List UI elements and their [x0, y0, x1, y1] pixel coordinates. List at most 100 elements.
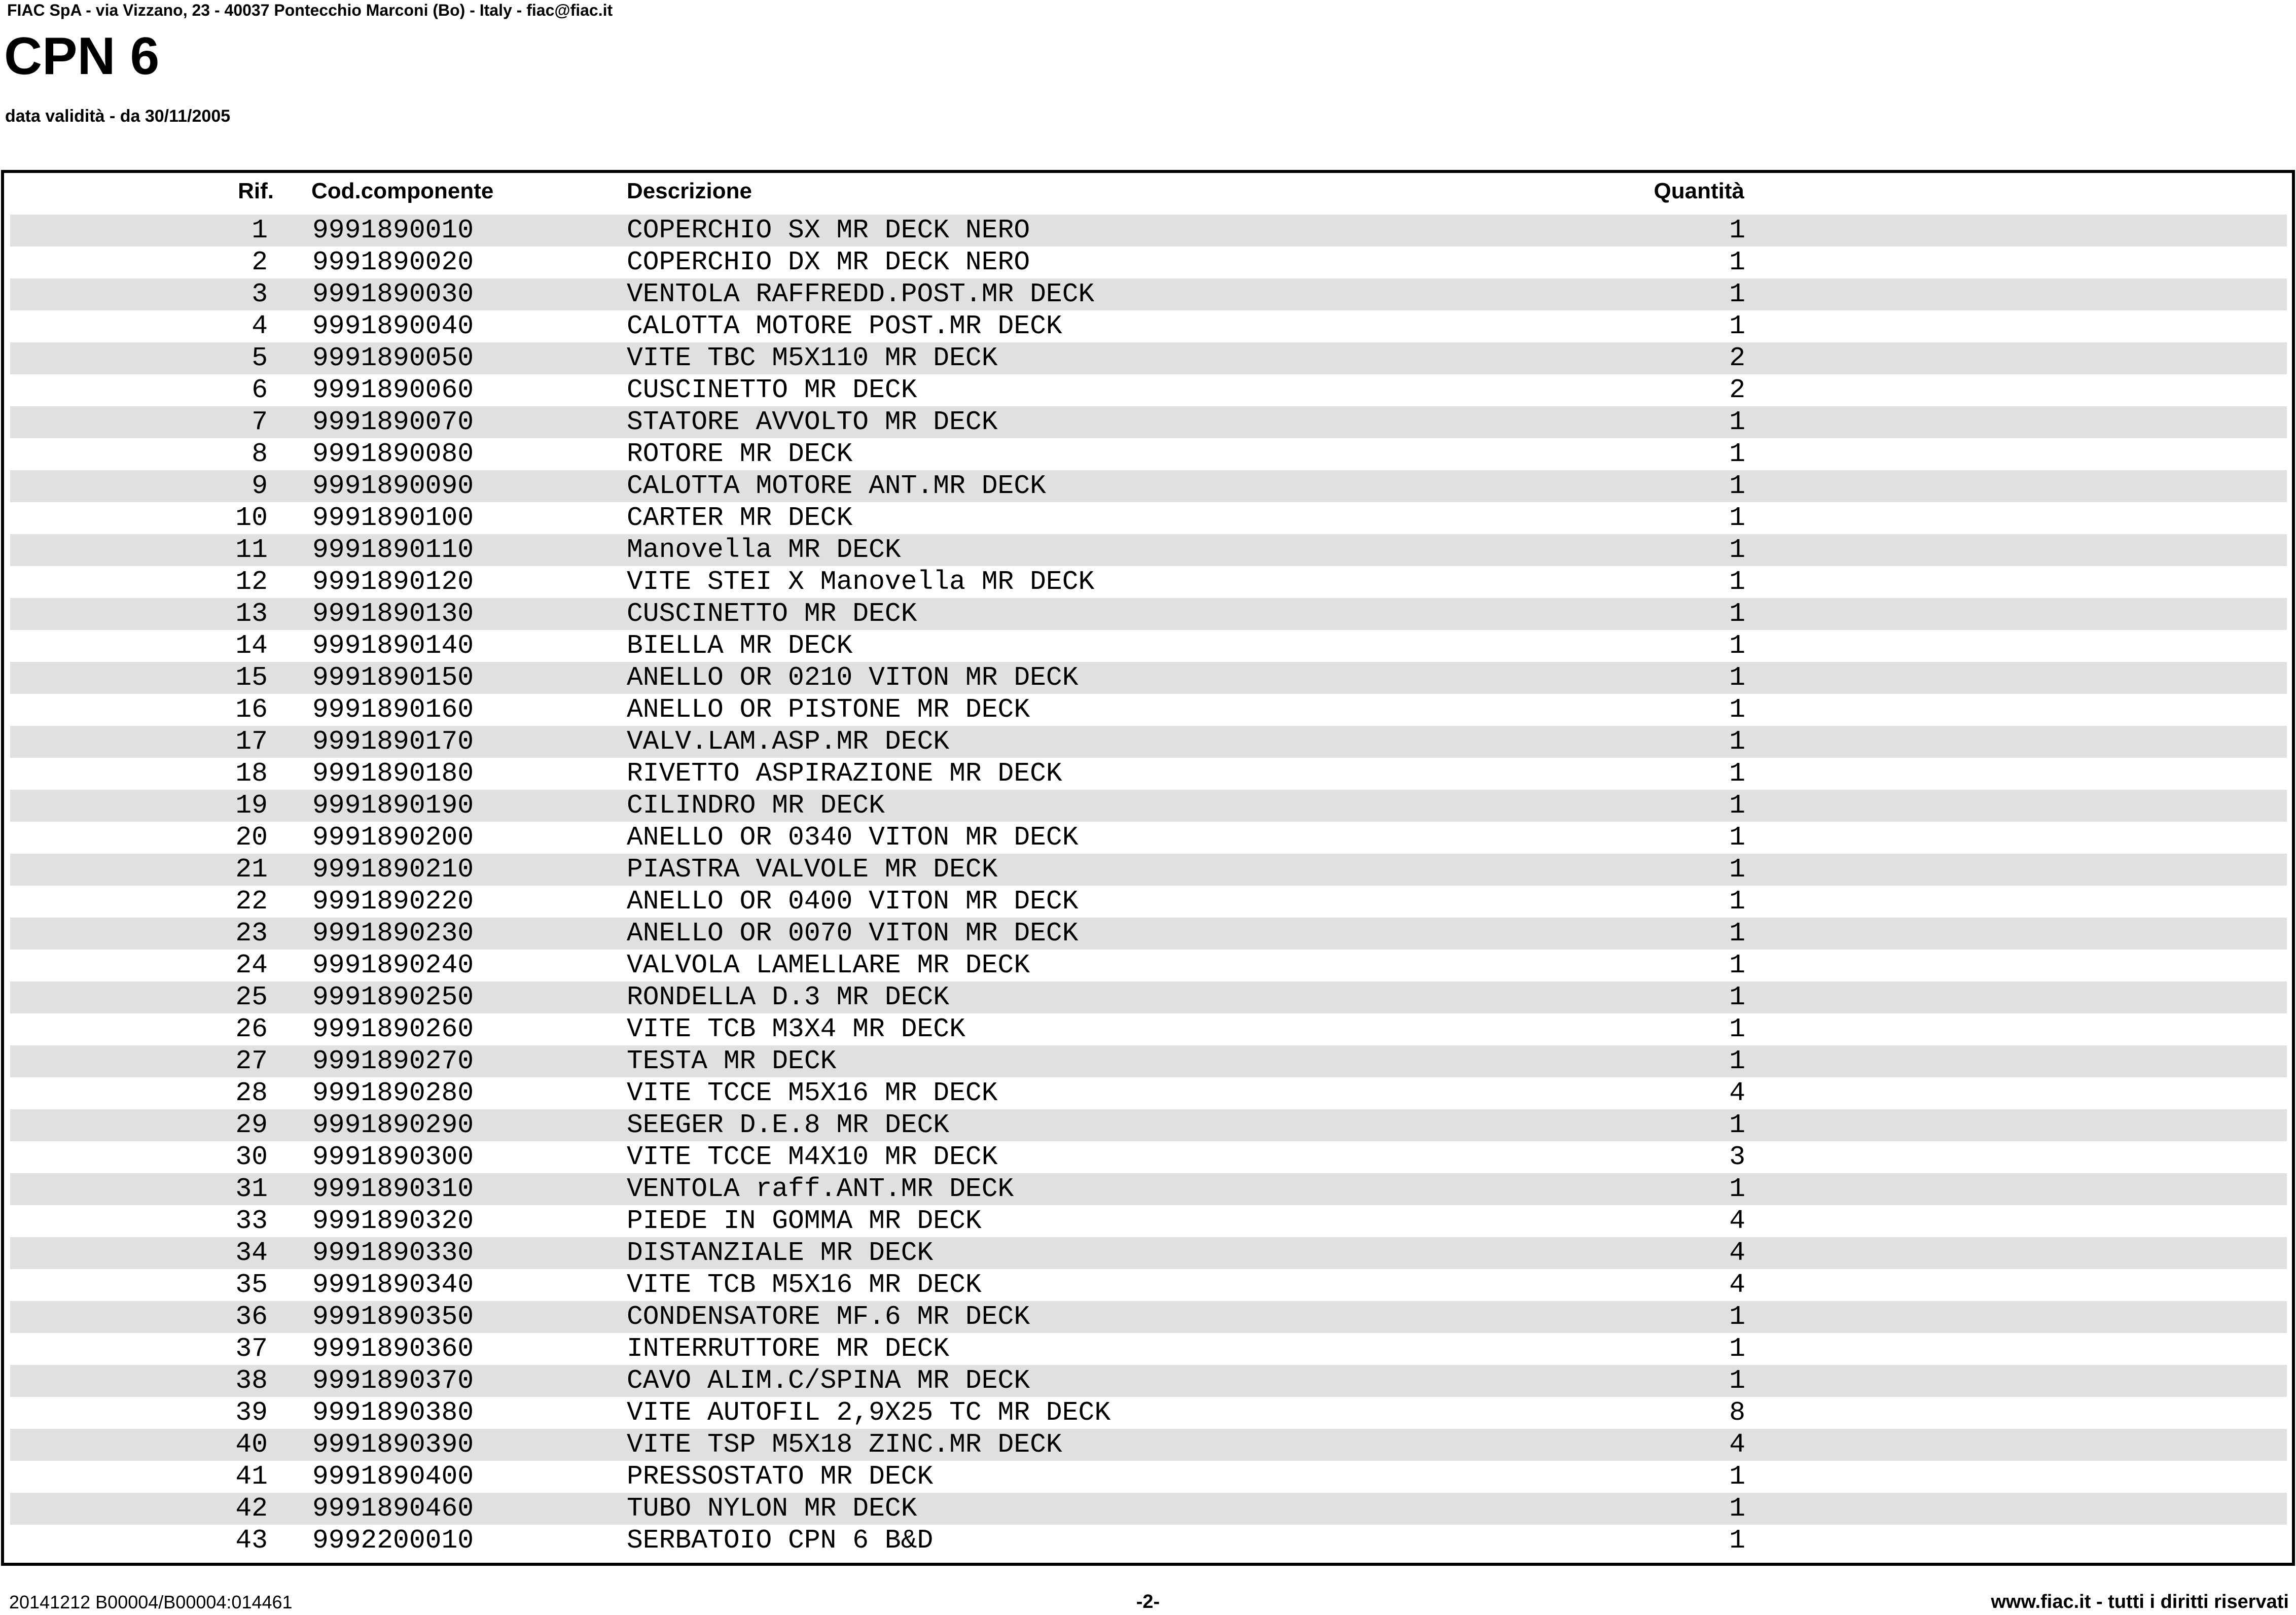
desc-cell: TESTA MR DECK [627, 1046, 837, 1076]
code-cell: 9991890310 [312, 1174, 474, 1204]
table-row: 8 9991890080 ROTORE MR DECK 1 [10, 438, 2287, 470]
desc-cell: RIVETTO ASPIRAZIONE MR DECK [627, 758, 1062, 789]
rif-cell: 15 [235, 662, 268, 693]
rif-cell: 26 [235, 1014, 268, 1044]
document-id: 20141212 B00004/B00004:014461 [9, 1592, 293, 1612]
code-cell: 9991890330 [312, 1238, 474, 1268]
code-cell: 9991890030 [312, 279, 474, 309]
qty-cell: 8 [1729, 1397, 1745, 1428]
qty-cell: 1 [1729, 1302, 1745, 1332]
qty-cell: 1 [1729, 567, 1745, 597]
qty-cell: 1 [1729, 1046, 1745, 1076]
desc-cell: TUBO NYLON MR DECK [627, 1493, 917, 1524]
qty-cell: 1 [1729, 1174, 1745, 1204]
qty-cell: 1 [1729, 247, 1745, 277]
rif-cell: 17 [235, 726, 268, 757]
desc-cell: CUSCINETTO MR DECK [627, 599, 917, 629]
table-row: 31 9991890310 VENTOLA raff.ANT.MR DECK 1 [10, 1173, 2287, 1205]
desc-cell: VENTOLA raff.ANT.MR DECK [627, 1174, 1014, 1204]
rif-cell: 4 [252, 311, 268, 341]
code-cell: 9991890240 [312, 950, 474, 980]
table-row: 33 9991890320 PIEDE IN GOMMA MR DECK 4 [10, 1205, 2287, 1237]
code-cell: 9991890190 [312, 790, 474, 821]
qty-cell: 1 [1729, 439, 1745, 469]
code-cell: 9991890350 [312, 1302, 474, 1332]
qty-cell: 1 [1729, 886, 1745, 917]
desc-cell: VALVOLA LAMELLARE MR DECK [627, 950, 1030, 980]
qty-cell: 4 [1729, 1206, 1745, 1236]
table-row: 14 9991890140 BIELLA MR DECK 1 [10, 630, 2287, 662]
qty-cell: 1 [1729, 215, 1745, 245]
table-row: 2 9991890020 COPERCHIO DX MR DECK NERO 1 [10, 247, 2287, 278]
code-cell: 9991890250 [312, 982, 474, 1012]
rif-cell: 6 [252, 375, 268, 405]
code-cell: 9991890090 [312, 471, 474, 501]
code-cell: 9991890120 [312, 567, 474, 597]
column-header-cod-componente: Cod.componente [311, 179, 494, 203]
table-row: 37 9991890360 INTERRUTTORE MR DECK 1 [10, 1333, 2287, 1365]
rif-cell: 40 [235, 1429, 268, 1460]
table-row: 38 9991890370 CAVO ALIM.C/SPINA MR DECK … [10, 1365, 2287, 1397]
rif-cell: 8 [252, 439, 268, 469]
desc-cell: CAVO ALIM.C/SPINA MR DECK [627, 1365, 1030, 1396]
code-cell: 9991890050 [312, 343, 474, 373]
table-row: 36 9991890350 CONDENSATORE MF.6 MR DECK … [10, 1301, 2287, 1333]
code-cell: 9991890320 [312, 1206, 474, 1236]
qty-cell: 1 [1729, 471, 1745, 501]
qty-cell: 1 [1729, 1333, 1745, 1364]
qty-cell: 4 [1729, 1078, 1745, 1108]
qty-cell: 1 [1729, 662, 1745, 693]
qty-cell: 1 [1729, 854, 1745, 885]
column-header-quantita: Quantità [1654, 179, 1744, 203]
code-cell: 9991890140 [312, 630, 474, 661]
table-row: 24 9991890240 VALVOLA LAMELLARE MR DECK … [10, 950, 2287, 981]
qty-cell: 1 [1729, 311, 1745, 341]
qty-cell: 1 [1729, 694, 1745, 725]
code-cell: 9991890160 [312, 694, 474, 725]
qty-cell: 1 [1729, 535, 1745, 565]
table-row: 21 9991890210 PIASTRA VALVOLE MR DECK 1 [10, 854, 2287, 886]
code-cell: 9991890460 [312, 1493, 474, 1524]
code-cell: 9991890370 [312, 1365, 474, 1396]
rif-cell: 33 [235, 1206, 268, 1236]
page-footer: 20141212 B00004/B00004:014461 -2- www.fi… [0, 1585, 2296, 1613]
table-row: 27 9991890270 TESTA MR DECK 1 [10, 1045, 2287, 1077]
code-cell: 9991890400 [312, 1461, 474, 1492]
desc-cell: ROTORE MR DECK [627, 439, 853, 469]
table-row: 13 9991890130 CUSCINETTO MR DECK 1 [10, 598, 2287, 630]
code-cell: 9991890270 [312, 1046, 474, 1076]
qty-cell: 1 [1729, 918, 1745, 949]
desc-cell: ANELLO OR 0340 VITON MR DECK [627, 822, 1079, 853]
rif-cell: 34 [235, 1238, 268, 1268]
code-cell: 9991890260 [312, 1014, 474, 1044]
table-row: 5 9991890050 VITE TBC M5X110 MR DECK 2 [10, 342, 2287, 374]
rif-cell: 14 [235, 630, 268, 661]
desc-cell: BIELLA MR DECK [627, 630, 853, 661]
table-row: 16 9991890160 ANELLO OR PISTONE MR DECK … [10, 694, 2287, 726]
qty-cell: 1 [1729, 1110, 1745, 1140]
table-row: 23 9991890230 ANELLO OR 0070 VITON MR DE… [10, 918, 2287, 950]
table-row: 39 9991890380 VITE AUTOFIL 2,9X25 TC MR … [10, 1397, 2287, 1429]
code-cell: 9991890150 [312, 662, 474, 693]
rif-cell: 29 [235, 1110, 268, 1140]
table-row: 17 9991890170 VALV.LAM.ASP.MR DECK 1 [10, 726, 2287, 758]
qty-cell: 1 [1729, 1014, 1745, 1044]
table-row: 43 9992200010 SERBATOIO CPN 6 B&D 1 [10, 1525, 2287, 1557]
desc-cell: VITE TCCE M4X10 MR DECK [627, 1142, 998, 1172]
rif-cell: 12 [235, 567, 268, 597]
rif-cell: 5 [252, 343, 268, 373]
desc-cell: STATORE AVVOLTO MR DECK [627, 407, 998, 437]
desc-cell: PIASTRA VALVOLE MR DECK [627, 854, 998, 885]
code-cell: 9992200010 [312, 1525, 474, 1556]
qty-cell: 1 [1729, 599, 1745, 629]
code-cell: 9991890130 [312, 599, 474, 629]
desc-cell: SEEGER D.E.8 MR DECK [627, 1110, 950, 1140]
qty-cell: 1 [1729, 950, 1745, 980]
rif-cell: 1 [252, 215, 268, 245]
code-cell: 9991890180 [312, 758, 474, 789]
desc-cell: PRESSOSTATO MR DECK [627, 1461, 934, 1492]
rif-cell: 13 [235, 599, 268, 629]
rif-cell: 9 [252, 471, 268, 501]
code-cell: 9991890360 [312, 1333, 474, 1364]
rif-cell: 16 [235, 694, 268, 725]
